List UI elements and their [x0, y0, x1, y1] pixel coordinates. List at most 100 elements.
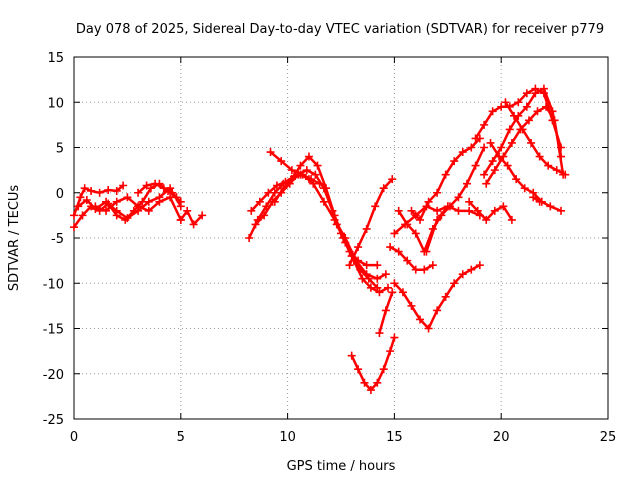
- x-tick-label: 5: [177, 430, 185, 445]
- x-tick-label: 10: [279, 430, 296, 445]
- data-point: [78, 211, 87, 220]
- data-point: [394, 206, 403, 215]
- data-point: [490, 206, 499, 215]
- data-point: [330, 211, 339, 220]
- x-tick-label: 15: [386, 430, 403, 445]
- data-point: [467, 143, 476, 152]
- series-line: [425, 205, 482, 253]
- data-point: [488, 107, 497, 116]
- tick-labels: 0 5 10 15 20 25 -25 -20 -15 -10 -5 0 5 10 15: [43, 51, 617, 445]
- data-point: [70, 211, 78, 220]
- chart-title: Day 078 of 2025, Sidereal Day-to-day VTE…: [76, 22, 604, 37]
- data-point: [358, 274, 367, 283]
- data-point: [134, 202, 143, 211]
- data-point: [443, 202, 452, 211]
- data-point: [480, 120, 489, 129]
- data-point: [296, 161, 305, 170]
- data-point: [411, 229, 420, 238]
- data-point: [514, 98, 523, 107]
- data-point: [91, 202, 100, 211]
- data-point: [533, 107, 542, 116]
- data-point: [450, 279, 459, 288]
- y-tick-label: 5: [56, 142, 64, 157]
- data-point: [341, 238, 350, 247]
- data-point: [142, 181, 151, 190]
- data-point: [433, 206, 442, 215]
- x-tick-label: 20: [493, 430, 510, 445]
- data-point: [95, 188, 104, 197]
- series-19: [407, 134, 484, 224]
- data-point: [394, 247, 403, 256]
- data-point: [373, 274, 382, 283]
- data-point: [386, 347, 395, 356]
- y-tick-label: -20: [43, 368, 64, 383]
- data-point: [272, 181, 281, 190]
- data-point: [277, 157, 286, 166]
- data-point: [527, 138, 536, 147]
- data-point: [524, 116, 533, 125]
- data-point: [463, 179, 472, 188]
- data-point: [520, 184, 529, 193]
- data-point: [450, 157, 459, 166]
- series-line: [397, 146, 486, 253]
- data-point: [454, 206, 463, 215]
- data-point: [76, 193, 85, 202]
- data-point: [501, 98, 510, 107]
- data-point: [313, 161, 322, 170]
- data-point: [546, 202, 555, 211]
- data-point: [354, 365, 363, 374]
- data-point: [441, 170, 450, 179]
- data-point: [189, 220, 198, 229]
- y-axis-label: SDTVAR / TECUs: [7, 185, 22, 292]
- data-point: [245, 234, 254, 242]
- data-point: [454, 193, 463, 202]
- axis-ticks: [73, 56, 609, 420]
- data-point: [407, 206, 416, 215]
- data-point: [287, 175, 296, 184]
- data-point: [403, 220, 412, 229]
- series-line: [179, 209, 204, 226]
- y-tick-label: 15: [47, 51, 64, 66]
- data-point: [87, 186, 96, 195]
- data-point: [473, 206, 482, 215]
- series-line: [136, 182, 183, 204]
- data-point: [512, 175, 521, 184]
- series-15: [390, 261, 484, 333]
- data-point: [70, 223, 78, 232]
- y-tick-label: -10: [43, 277, 64, 292]
- data-point: [428, 261, 437, 270]
- series-13: [347, 333, 399, 395]
- data-point: [482, 179, 491, 188]
- data-point: [298, 170, 307, 179]
- data-point: [159, 184, 168, 193]
- data-point: [155, 197, 164, 206]
- data-point: [166, 193, 175, 202]
- data-point: [458, 270, 467, 279]
- data-point: [499, 202, 508, 211]
- data-point: [102, 206, 111, 215]
- data-point: [354, 243, 363, 252]
- data-point: [420, 265, 429, 274]
- series-4: [134, 179, 185, 206]
- data-point: [458, 148, 467, 157]
- data-point: [552, 166, 561, 175]
- y-tick-label: -25: [43, 413, 64, 428]
- series-16: [386, 243, 437, 274]
- data-point: [529, 193, 538, 202]
- data-point: [255, 197, 264, 206]
- data-point: [488, 157, 497, 166]
- data-point: [373, 261, 382, 270]
- data-point: [475, 261, 484, 270]
- data-point: [309, 179, 318, 188]
- data-point: [264, 188, 273, 197]
- data-point: [471, 134, 480, 143]
- data-point: [467, 265, 476, 274]
- data-point: [542, 102, 551, 111]
- data-point: [362, 261, 371, 270]
- series-0: [70, 181, 128, 220]
- data-point: [112, 206, 121, 215]
- data-point: [416, 215, 425, 224]
- data-point: [480, 143, 489, 152]
- data-point: [497, 143, 506, 152]
